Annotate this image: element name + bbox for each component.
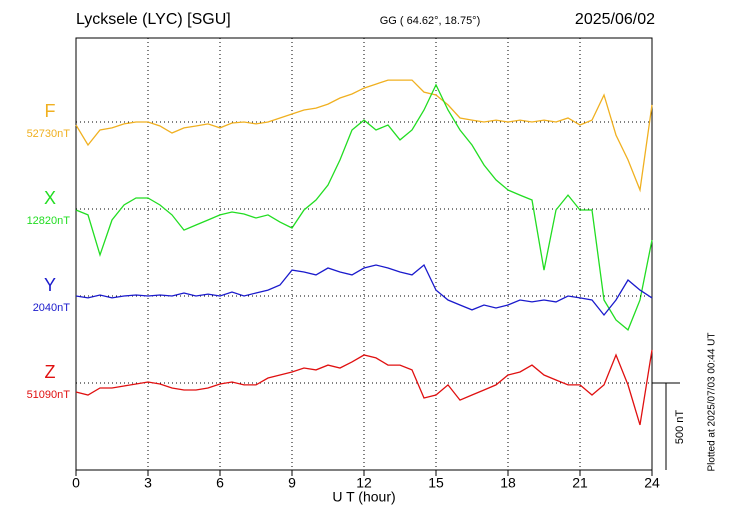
x-tick-label: 12 bbox=[356, 475, 372, 491]
chart-date: 2025/06/02 bbox=[575, 11, 655, 28]
series-line bbox=[75, 83, 653, 331]
chart-title: Lycksele (LYC) [SGU] bbox=[76, 11, 231, 28]
footnote: Plotted at 2025/07/03 00:44 UT bbox=[707, 333, 718, 472]
x-tick-label: 0 bbox=[72, 475, 80, 491]
x-tick-label: 15 bbox=[428, 475, 444, 491]
legend-label: Y bbox=[44, 275, 56, 295]
scale-label: 500 nT bbox=[674, 410, 686, 445]
legend-label: X bbox=[44, 188, 56, 208]
legend-label: F bbox=[45, 101, 56, 121]
baseline-label: 51090nT bbox=[27, 389, 71, 401]
x-axis-label: U T (hour) bbox=[332, 489, 395, 505]
chart-subtitle: GG ( 64.62°, 18.75°) bbox=[380, 15, 481, 27]
baseline-label: 52730nT bbox=[27, 128, 71, 140]
legend-label: Z bbox=[45, 362, 56, 382]
x-tick-label: 21 bbox=[572, 475, 588, 491]
series-line bbox=[75, 79, 653, 193]
x-tick-label: 6 bbox=[216, 475, 224, 491]
baseline-label: 2040nT bbox=[33, 302, 71, 314]
x-tick-label: 18 bbox=[500, 475, 516, 491]
baseline-label: 12820nT bbox=[27, 215, 71, 227]
x-tick-label: 9 bbox=[288, 475, 296, 491]
x-tick-label: 3 bbox=[144, 475, 152, 491]
series-line bbox=[75, 263, 653, 317]
x-tick-label: 24 bbox=[644, 475, 660, 491]
series-line bbox=[75, 349, 653, 426]
